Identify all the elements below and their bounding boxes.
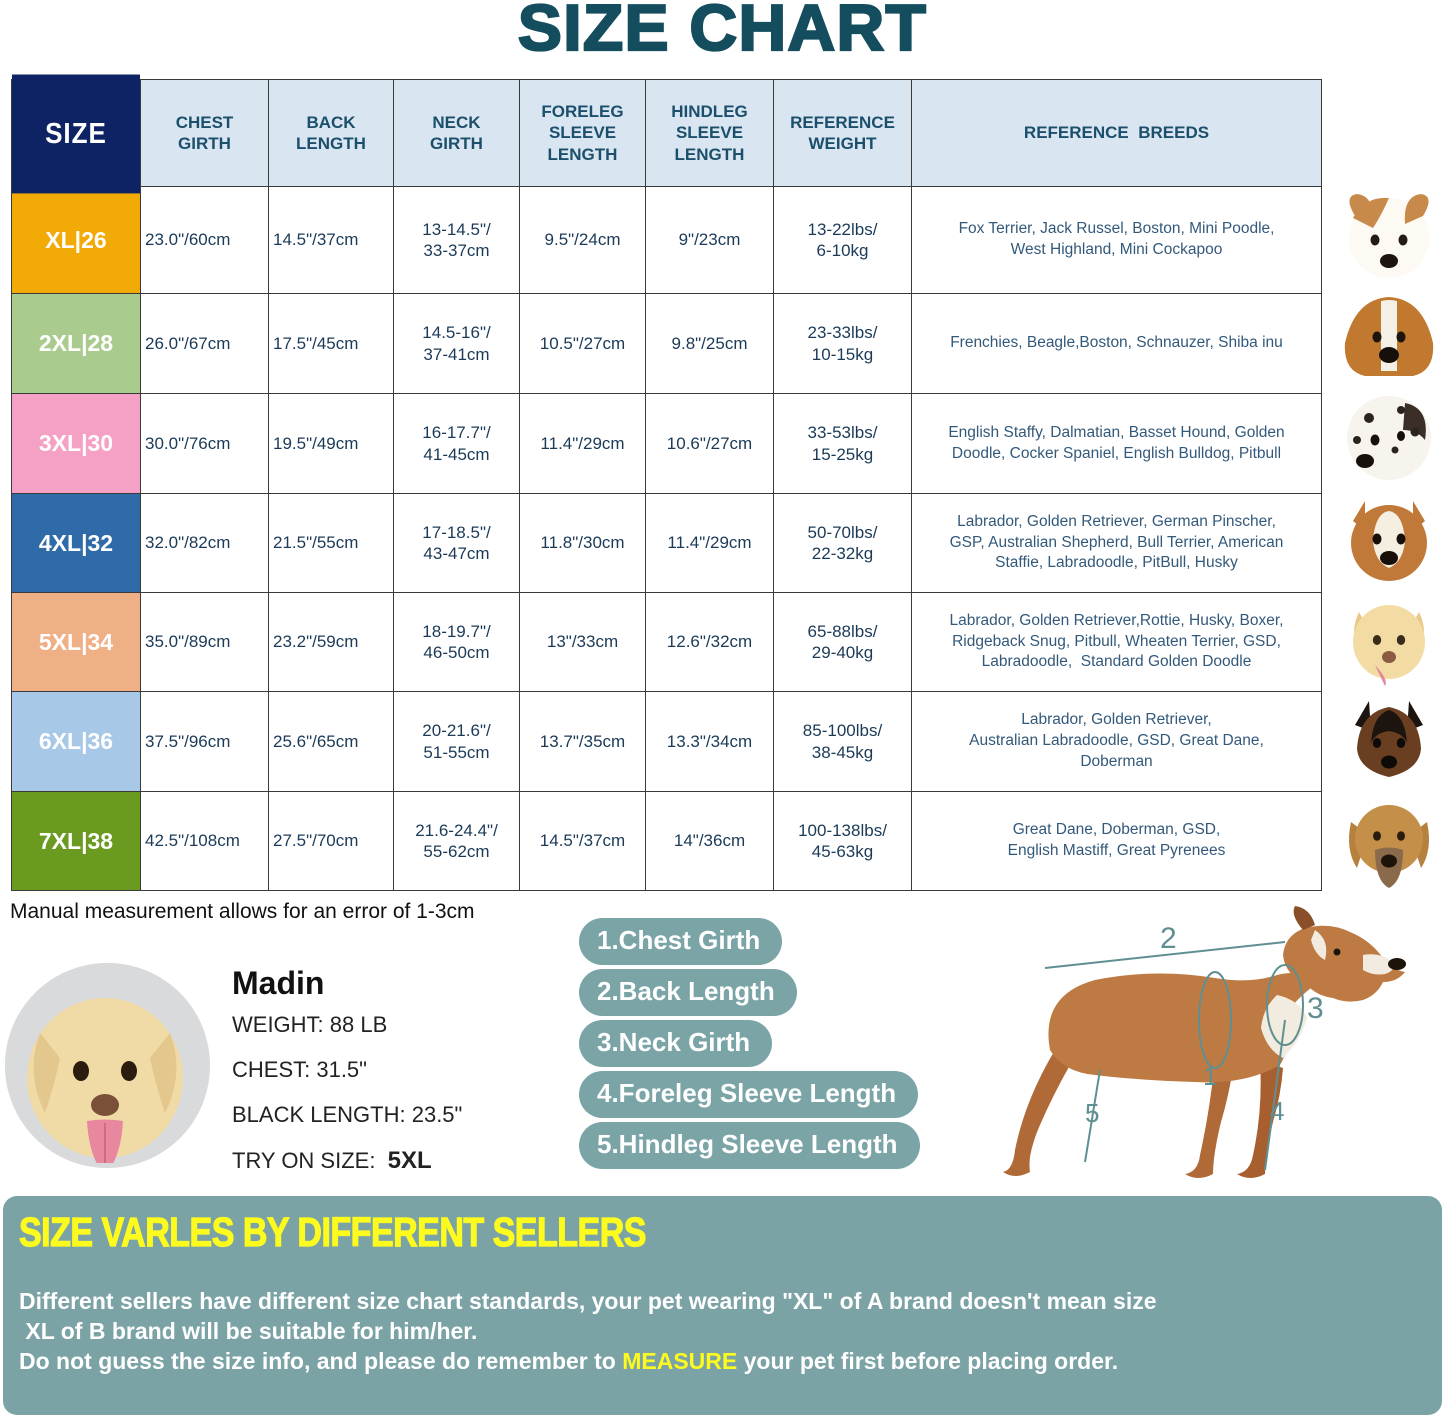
svg-text:5: 5 [1085,1098,1099,1128]
svg-text:2: 2 [1160,922,1177,955]
svg-text:1: 1 [1203,1061,1217,1091]
svg-text:3: 3 [1307,992,1324,1025]
svg-text:4: 4 [1270,1096,1284,1126]
